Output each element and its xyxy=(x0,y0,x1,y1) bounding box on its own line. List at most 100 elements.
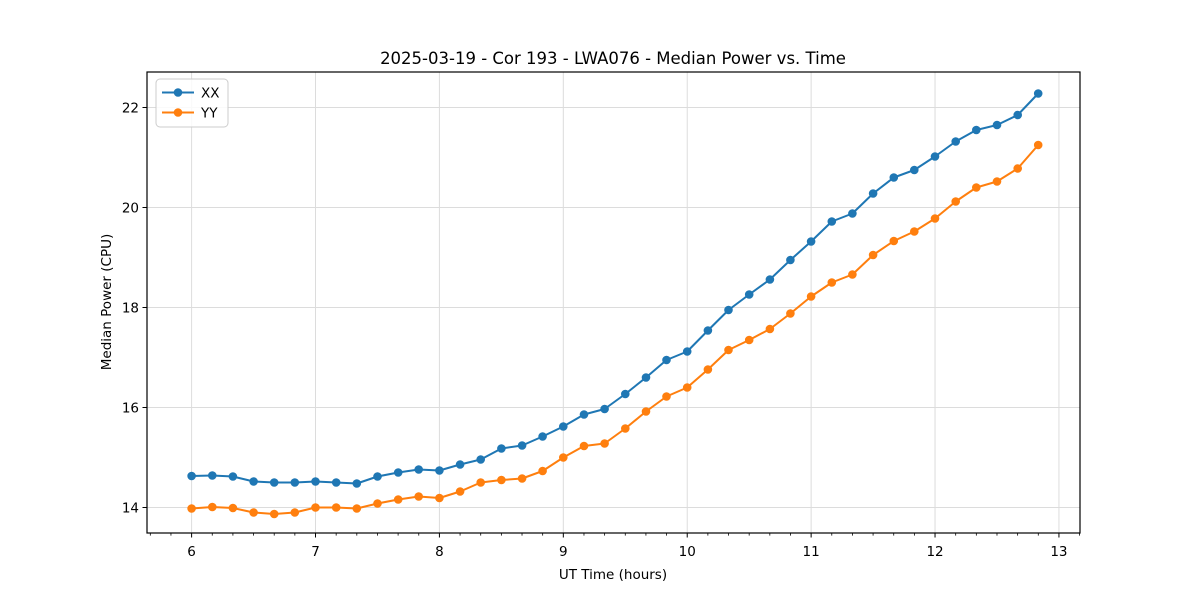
data-point xyxy=(249,508,258,517)
data-point xyxy=(559,453,568,462)
data-point xyxy=(517,441,527,450)
data-point xyxy=(228,472,238,481)
data-point xyxy=(992,177,1002,186)
series-xx-line xyxy=(191,92,1039,485)
data-point xyxy=(187,504,196,513)
data-point xyxy=(930,214,940,223)
data-point xyxy=(228,503,238,513)
data-point xyxy=(414,465,424,474)
data-point xyxy=(1013,164,1022,173)
data-point xyxy=(455,460,465,469)
data-point xyxy=(393,468,403,477)
data-point xyxy=(414,492,424,501)
x-tick-label: 11 xyxy=(803,544,820,560)
data-point xyxy=(393,495,403,504)
data-point xyxy=(910,227,919,236)
legend-marker xyxy=(173,108,183,117)
data-point xyxy=(724,345,733,355)
grid-layer xyxy=(147,72,1080,533)
data-point xyxy=(848,270,857,279)
data-point xyxy=(930,152,940,161)
x-tick-label: 7 xyxy=(311,544,320,560)
data-point xyxy=(538,432,547,441)
series-yy-markers xyxy=(187,140,1043,519)
x-tick-label: 10 xyxy=(679,544,696,560)
data-point xyxy=(641,407,651,416)
series-layer xyxy=(187,89,1043,519)
data-point xyxy=(682,347,692,356)
plot-border xyxy=(146,71,1081,534)
data-point xyxy=(703,365,713,374)
data-point xyxy=(373,499,382,508)
data-point xyxy=(373,472,382,481)
data-point xyxy=(1013,110,1022,120)
chart-title: 2025-03-19 - Cor 193 - LWA076 - Median P… xyxy=(380,49,846,68)
y-tick-label: 14 xyxy=(122,500,139,516)
series-xx-markers xyxy=(187,89,1043,488)
data-point xyxy=(662,392,671,401)
data-point xyxy=(559,422,568,431)
legend-item-xx: XX xyxy=(162,85,220,101)
data-point xyxy=(724,305,733,315)
data-point xyxy=(951,137,960,146)
data-point xyxy=(662,355,671,365)
data-point xyxy=(352,479,362,488)
data-point xyxy=(600,404,609,414)
data-point xyxy=(621,389,630,399)
data-point xyxy=(249,477,258,486)
data-point xyxy=(786,255,795,265)
data-point xyxy=(187,471,196,481)
data-point xyxy=(290,508,300,517)
data-point xyxy=(579,410,589,419)
data-point xyxy=(352,504,362,513)
data-point xyxy=(311,477,320,486)
data-point xyxy=(269,509,279,519)
y-tick-label: 18 xyxy=(122,300,139,316)
y-tick-label: 22 xyxy=(122,100,139,116)
data-point xyxy=(476,455,486,464)
y-tick-label: 20 xyxy=(122,200,139,216)
x-axis-label: UT Time (hours) xyxy=(559,567,667,583)
axes-layer: 6 7 8 9 10 11 12 13 14 16 18 20 22 xyxy=(122,71,1081,560)
data-point xyxy=(435,493,444,503)
data-point xyxy=(517,474,527,483)
data-point xyxy=(311,503,320,512)
legend: XX YY xyxy=(155,78,229,128)
data-point xyxy=(868,250,878,260)
data-point xyxy=(910,165,919,175)
data-point xyxy=(951,197,960,206)
data-point xyxy=(208,471,217,480)
data-point xyxy=(972,183,981,192)
y-axis-label: Median Power (CPU) xyxy=(99,234,115,370)
data-point xyxy=(476,478,486,487)
data-point xyxy=(682,383,692,392)
data-point xyxy=(806,292,816,301)
data-point xyxy=(827,217,837,226)
data-point xyxy=(889,236,899,246)
data-point xyxy=(827,278,837,287)
data-point xyxy=(972,125,981,135)
data-point xyxy=(208,502,217,512)
data-point xyxy=(765,324,775,334)
data-point xyxy=(744,335,754,345)
data-point xyxy=(497,444,506,453)
data-point xyxy=(290,478,300,487)
data-point xyxy=(600,439,609,448)
data-point xyxy=(435,466,444,475)
data-point xyxy=(744,290,754,299)
data-point xyxy=(269,478,279,487)
data-point xyxy=(331,503,341,512)
data-point xyxy=(579,441,589,451)
data-point xyxy=(703,326,713,335)
x-tick-label: 8 xyxy=(435,544,444,560)
data-point xyxy=(889,173,899,182)
series-yy-line xyxy=(191,144,1039,515)
data-point xyxy=(806,237,816,246)
x-tick-label: 9 xyxy=(559,544,568,560)
y-tick-label: 16 xyxy=(122,400,139,416)
x-tick-label: 13 xyxy=(1050,544,1067,560)
data-point xyxy=(848,209,857,218)
data-point xyxy=(992,120,1002,130)
